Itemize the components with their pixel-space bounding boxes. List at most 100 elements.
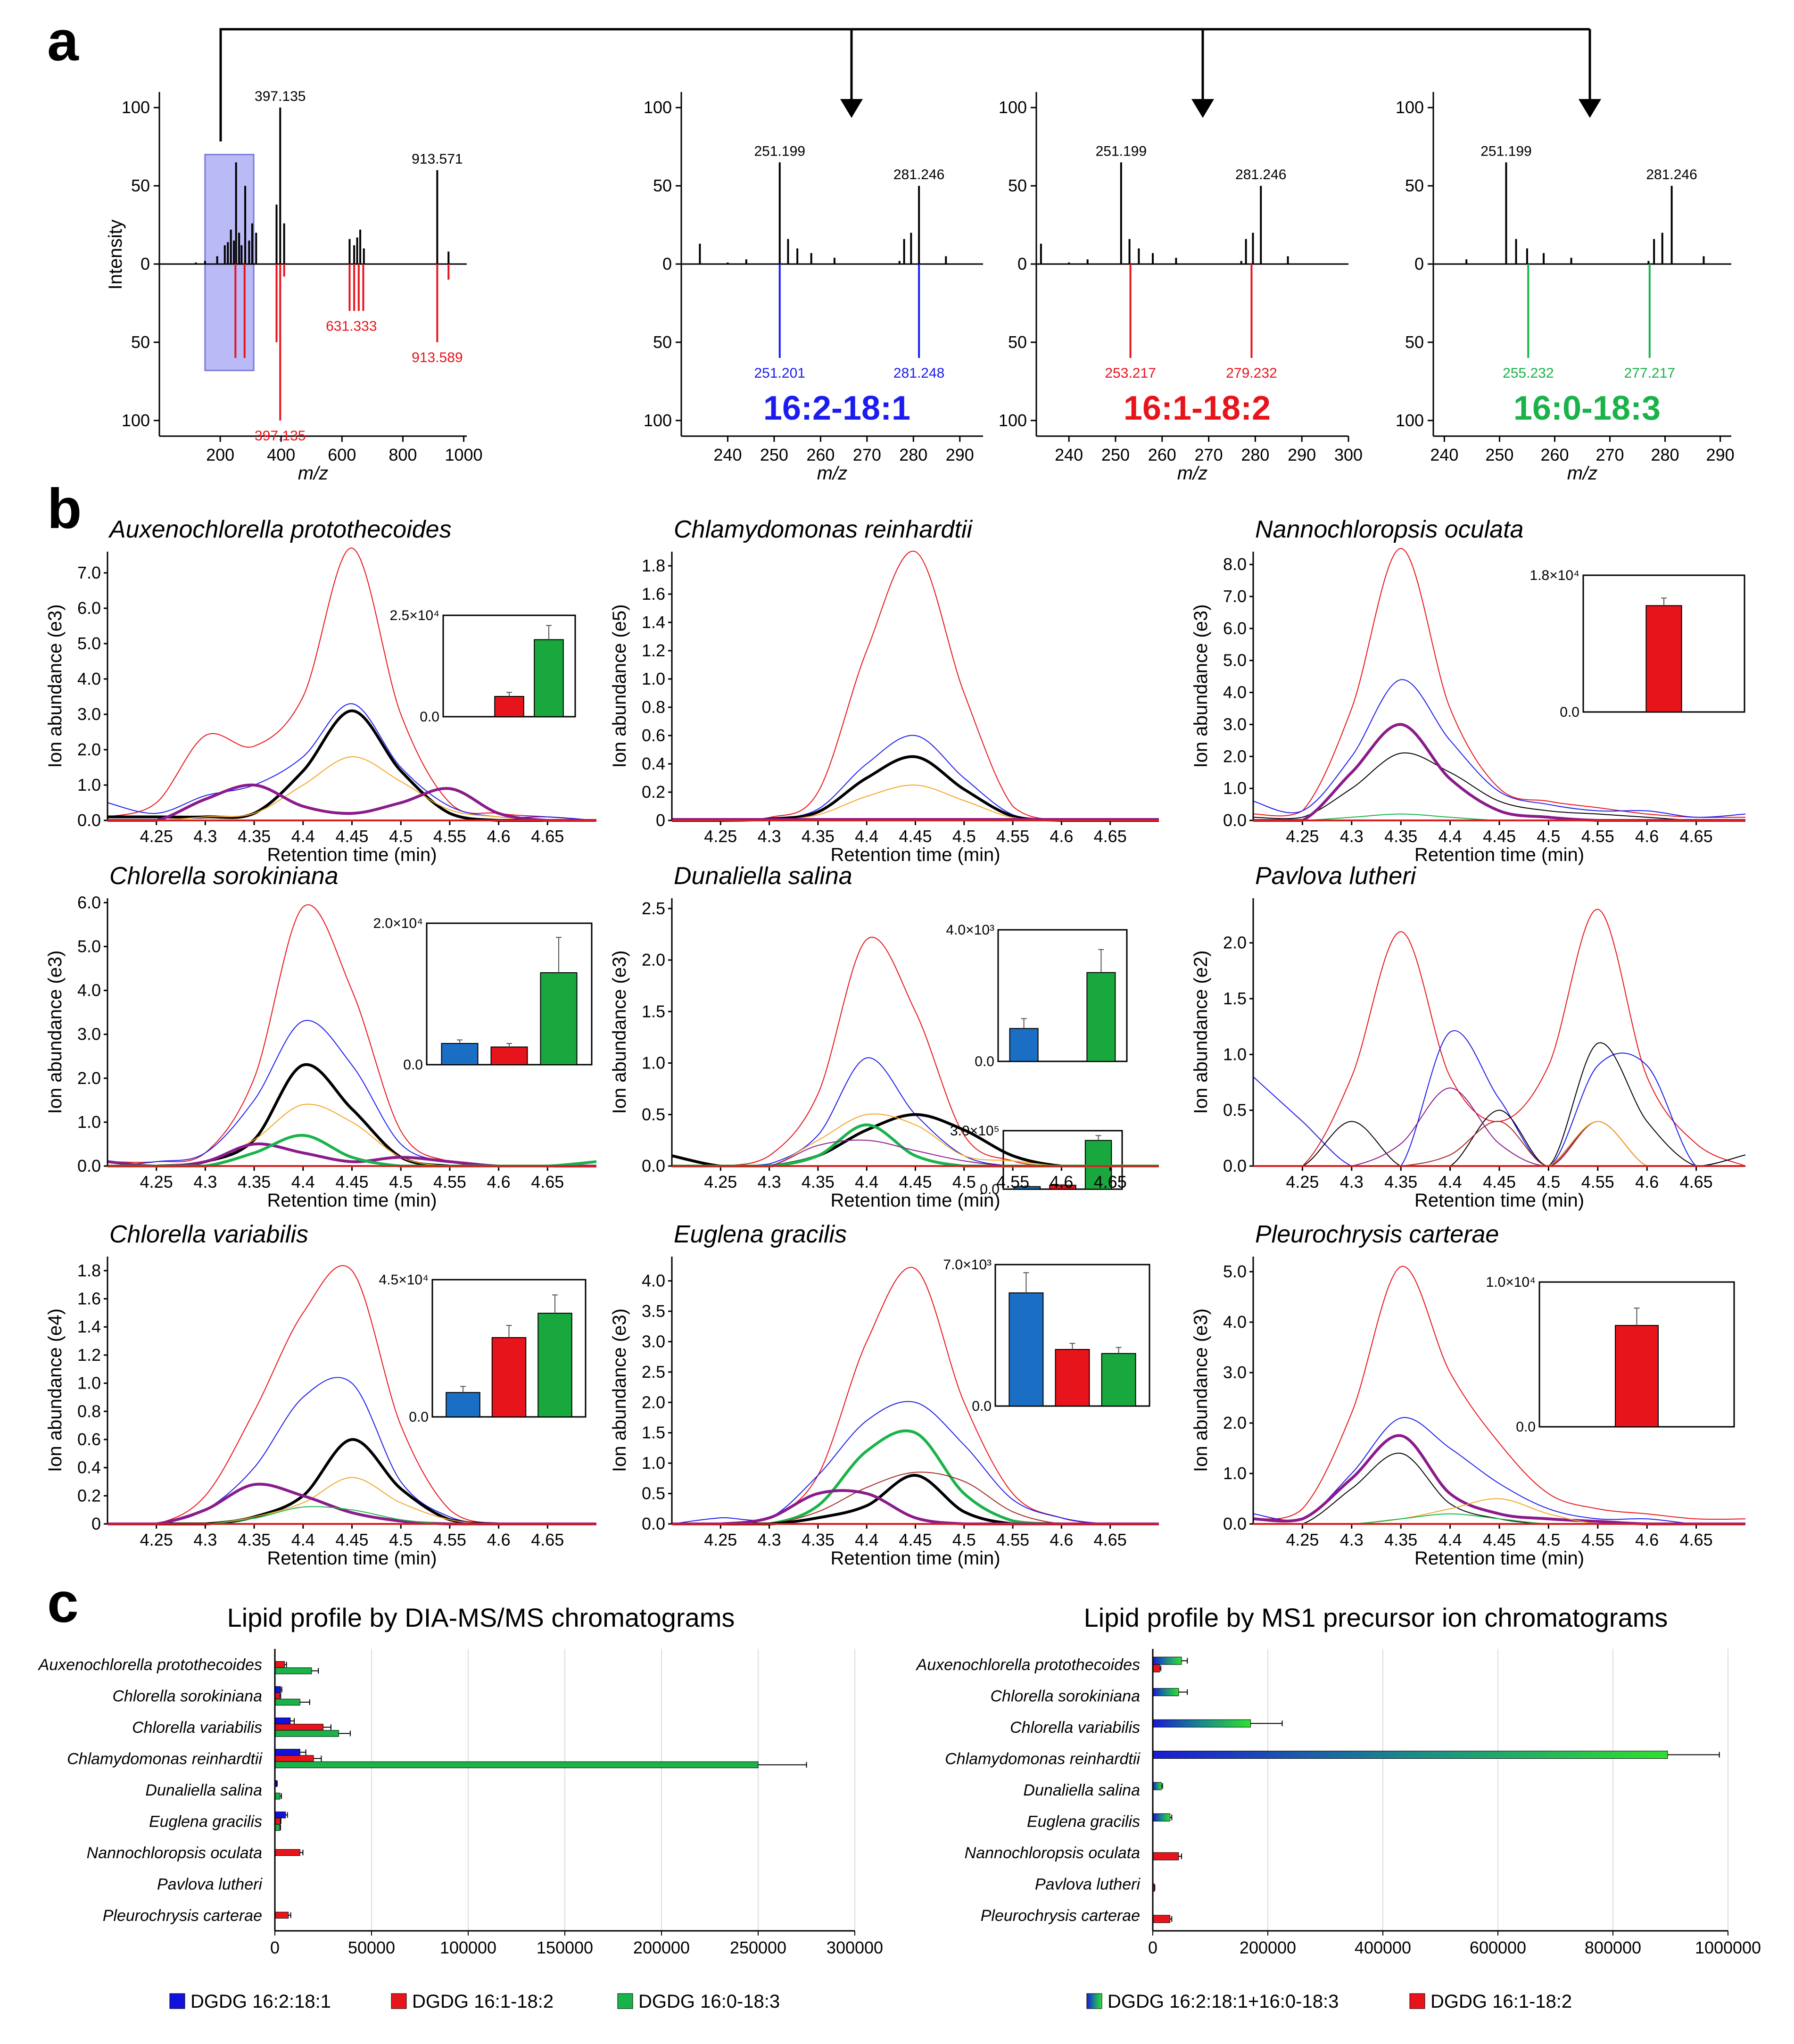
y-tick-label: 4.0 xyxy=(1223,1312,1247,1332)
x-tick-label: 4.25 xyxy=(140,827,173,846)
peak-label: 251.199 xyxy=(754,143,805,159)
y-tick-label: 100 xyxy=(999,98,1027,117)
lipid-species-title: 16:0-18:3 xyxy=(1513,389,1661,427)
legend-label: DGDG 16:2:18:1+16:0-18:3 xyxy=(1108,1991,1339,2012)
x-tick-label: 290 xyxy=(1706,445,1735,464)
y-tick-label: 4.0 xyxy=(77,981,101,1000)
chromatogram-trace xyxy=(1253,1030,1746,1167)
x-tick-label: 4.6 xyxy=(1635,827,1659,846)
x-tick-label: 290 xyxy=(946,445,974,464)
chromatogram-trace xyxy=(1253,1417,1745,1524)
y-tick-label: 3.0 xyxy=(642,1332,665,1351)
profile-bar xyxy=(274,1749,300,1756)
x-tick-label: 200000 xyxy=(633,1938,690,1957)
chromatogram-b2: Chlamydomonas reinhardtii 0 0.2 0.4 0.6 0.8 1.… xyxy=(609,516,1159,1197)
y-tick-label: 2.0 xyxy=(77,740,101,759)
y-tick-label: 0.5 xyxy=(642,1484,665,1503)
profile-bar xyxy=(274,1761,759,1768)
profile-bar xyxy=(1152,1813,1171,1821)
chromatogram-trace xyxy=(1253,548,1746,818)
x-tick-label: 800000 xyxy=(1585,1938,1641,1957)
y-tick-label: 1.0 xyxy=(1223,778,1247,798)
x-tick-label: 4.55 xyxy=(996,1172,1029,1192)
x-tick-label: 150000 xyxy=(537,1938,593,1957)
profile-chart-c1: Lipid profile by DIA-MS/MS chromatograms… xyxy=(38,1603,884,2012)
x-tick-label: 4.5 xyxy=(1537,1172,1560,1192)
y-tick-label: 2.0 xyxy=(1223,1413,1247,1432)
x-tick-label: 250000 xyxy=(730,1938,786,1957)
chromatogram-b3: Nannochloropsis oculata 0.0 1.0 2.0 3.0 4.0 5.… xyxy=(1190,516,1746,865)
y-tick-label: 0.5 xyxy=(1223,1101,1247,1120)
category-label: Auxenochlorella protothecoides xyxy=(38,1656,262,1674)
inset-zero-label: 0.0 xyxy=(403,1057,423,1073)
x-tick-label: 4.25 xyxy=(140,1530,173,1549)
species-title: Euglena gracilis xyxy=(674,1221,847,1248)
y-tick-label: 0 xyxy=(141,254,150,273)
category-label: Chlamydomonas reinhardtii xyxy=(67,1750,263,1768)
x-tick-label: 4.25 xyxy=(1286,827,1319,846)
y-axis-label: Ion abundance (e4) xyxy=(45,1308,66,1472)
x-axis-label: Retention time (min) xyxy=(1414,1190,1584,1211)
x-tick-label: 4.4 xyxy=(1439,827,1462,846)
inset-bar xyxy=(446,1392,480,1417)
profile-bar xyxy=(274,1912,289,1919)
legend-swatch xyxy=(1409,1993,1425,2009)
x-tick-label: 260 xyxy=(806,445,835,464)
y-tick-label: 1.6 xyxy=(77,1289,101,1308)
chromatogram-trace xyxy=(1253,1513,1745,1524)
inset-ymax-label: 2.0×10⁴ xyxy=(373,916,423,931)
profile-bar xyxy=(1152,1664,1160,1672)
y-tick-label: 50 xyxy=(1008,332,1027,352)
x-tick-label: 4.45 xyxy=(335,1530,368,1549)
category-label: Pavlova lutheri xyxy=(157,1875,263,1893)
peak-label: 251.201 xyxy=(754,365,805,381)
peak-label: 255.232 xyxy=(1503,365,1554,381)
y-tick-label: 0.0 xyxy=(77,811,101,830)
y-tick-label: 1.2 xyxy=(642,641,665,660)
category-label: Dunaliella salina xyxy=(1023,1781,1140,1799)
x-tick-label: 240 xyxy=(1055,445,1083,464)
x-tick-label: 4.25 xyxy=(704,827,737,846)
x-tick-label: 4.45 xyxy=(899,827,932,846)
category-label: Euglena gracilis xyxy=(149,1812,262,1830)
spectrum-a2: 100 50 0 50 100 240 250 260 270 280 290 251.199 281.… xyxy=(644,92,983,484)
x-tick-label: 4.35 xyxy=(1384,1530,1417,1549)
x-tick-label: 250 xyxy=(760,445,788,464)
y-tick-label: 7.0 xyxy=(77,563,101,582)
x-tick-label: 4.3 xyxy=(1340,827,1364,846)
x-tick-label: 4.5 xyxy=(952,827,976,846)
chromatogram-trace xyxy=(672,755,1159,822)
spectrum-a4: 100 50 0 50 100 240 250 260 270 280 290 251.199 281.… xyxy=(1396,92,1735,484)
x-tick-label: 4.45 xyxy=(899,1172,932,1192)
y-tick-label: 100 xyxy=(644,411,672,430)
arrow-head-icon xyxy=(1579,99,1601,118)
chromatogram-b9: Pleurochrysis carterae 0.0 1.0 2.0 3.0 4.0 5.0… xyxy=(1190,1221,1746,1569)
legend-swatch xyxy=(1086,1993,1102,2009)
x-tick-label: 4.35 xyxy=(802,827,835,846)
y-axis-label: Ion abundance (e3) xyxy=(45,951,66,1114)
chromatogram-b7: Chlorella variabilis 0 0.2 0.4 0.6 0.8 1.0 1.2 1… xyxy=(45,1221,596,1569)
y-axis-label: Ion abundance (e2) xyxy=(1190,951,1211,1114)
y-tick-label: 0.0 xyxy=(1223,811,1247,830)
x-tick-label: 240 xyxy=(1430,445,1458,464)
peak-label: 913.571 xyxy=(412,151,463,167)
category-label: Chlorella variabilis xyxy=(132,1719,262,1737)
chromatogram-trace xyxy=(1253,752,1745,821)
y-tick-label: 7.0 xyxy=(1223,587,1247,606)
inset-bar xyxy=(441,1043,479,1065)
peak-label: 281.248 xyxy=(893,365,944,381)
chart-title: Lipid profile by MS1 precursor ion chrom… xyxy=(1084,1603,1668,1632)
y-tick-label: 0 xyxy=(1414,254,1424,273)
category-label: Nannochloropsis oculata xyxy=(965,1844,1140,1862)
x-tick-label: 4.4 xyxy=(1439,1172,1462,1192)
x-axis-label: Retention time (min) xyxy=(830,1190,1000,1211)
profile-bar xyxy=(274,1849,300,1856)
y-tick-label: 5.0 xyxy=(77,634,101,653)
legend-swatch xyxy=(391,1993,407,2009)
chromatogram-b6: Pavlova lutheri 0.0 0.5 1.0 1.5 2.0 4.25 4.3 4.3… xyxy=(1190,862,1746,1211)
x-tick-label: 4.65 xyxy=(1680,827,1713,846)
chromatogram-trace xyxy=(107,783,596,822)
species-title: Chlorella variabilis xyxy=(109,1221,308,1248)
y-axis-label: Intensity xyxy=(105,220,126,290)
